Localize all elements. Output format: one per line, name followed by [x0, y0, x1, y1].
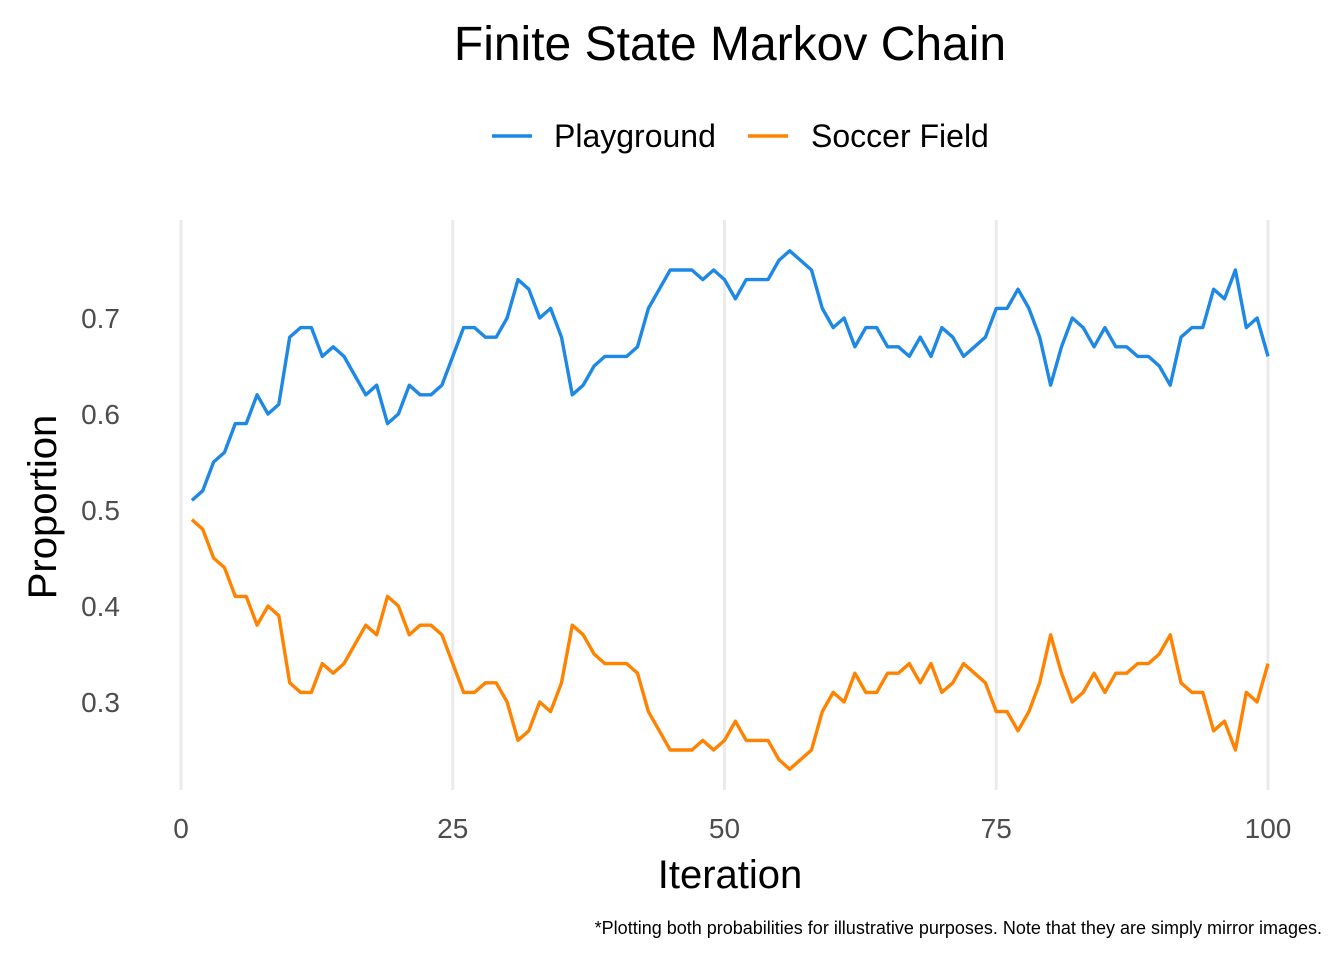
y-tick-label: 0.4: [81, 591, 120, 622]
x-axis-title: Iteration: [658, 853, 803, 897]
series-line-playground: [190, 249, 1270, 502]
x-tick-label: 50: [709, 813, 740, 844]
series-line-soccer-field: [190, 518, 1270, 771]
x-tick-label: 25: [437, 813, 468, 844]
x-tick-label: 0: [173, 813, 189, 844]
gridlines: [179, 220, 1270, 790]
chart-caption: *Plotting both probabilities for illustr…: [595, 918, 1322, 938]
x-tick-label: 100: [1245, 813, 1292, 844]
y-axis-title: Proportion: [21, 415, 65, 600]
x-tick-label: 75: [981, 813, 1012, 844]
y-tick-label: 0.7: [81, 303, 120, 334]
legend: Playground Soccer Field: [492, 118, 989, 154]
y-tick-label: 0.5: [81, 495, 120, 526]
y-tick-label: 0.6: [81, 399, 120, 430]
y-tick-label: 0.3: [81, 687, 120, 718]
series-layer: [190, 249, 1270, 771]
chart-title: Finite State Markov Chain: [454, 18, 1006, 71]
legend-label-playground: Playground: [554, 118, 716, 154]
x-axis-ticks: 0 25 50 75 100: [173, 813, 1291, 844]
y-axis-ticks: 0.3 0.4 0.5 0.6 0.7: [81, 303, 120, 718]
legend-label-soccer-field: Soccer Field: [811, 118, 989, 154]
